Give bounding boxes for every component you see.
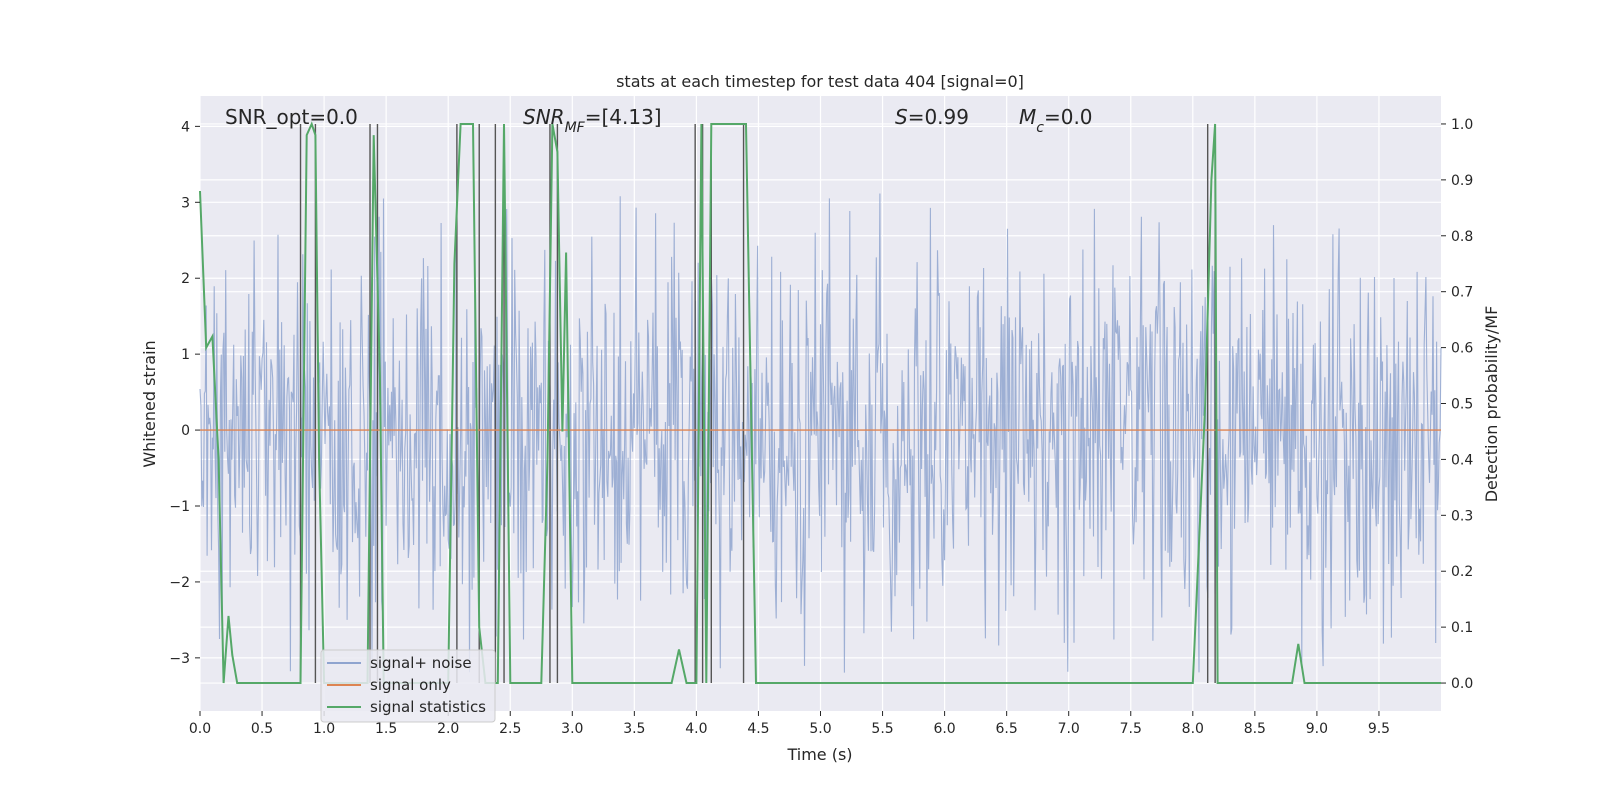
noise-line <box>199 193 1442 673</box>
y-tick-label-right: 0.1 <box>1451 620 1473 636</box>
x-tick-label: 5.0 <box>809 721 831 737</box>
statistics-series <box>199 121 1441 684</box>
y-tick-label-left: 4 <box>181 119 190 135</box>
y-tick-label-right: 0.2 <box>1451 564 1473 580</box>
x-tick-label: 8.5 <box>1244 721 1266 737</box>
x-tick-label: 9.0 <box>1306 721 1328 737</box>
x-tick-label: 2.5 <box>499 721 521 737</box>
y-tick-label-right: 0.4 <box>1451 452 1473 468</box>
y-tick-label-right: 0.7 <box>1451 285 1473 301</box>
y-tick-label-left: 0 <box>181 423 190 439</box>
noise-series <box>199 193 1442 673</box>
statistics-line <box>199 121 1441 684</box>
x-tick-label: 6.0 <box>933 721 955 737</box>
y-tick-label-right: 0.3 <box>1451 508 1473 524</box>
y-tick-label-right: 0.9 <box>1451 173 1473 189</box>
x-tick-label: 7.5 <box>1120 721 1142 737</box>
legend-box <box>320 649 496 723</box>
legend: signal+ noise signal only signal statist… <box>320 649 496 723</box>
vertical-lines <box>299 123 1216 684</box>
y-tick-label-right: 0.5 <box>1451 397 1473 413</box>
annotation-s: S=0.99 <box>895 105 969 129</box>
y-tick-label-left: 3 <box>181 195 190 211</box>
x-tick-label: 0.5 <box>251 721 273 737</box>
x-tick-label: 1.5 <box>375 721 397 737</box>
y-tick-label-right: 0.6 <box>1451 341 1473 357</box>
x-tick-label: 2.0 <box>437 721 459 737</box>
x-tick-label: 7.0 <box>1058 721 1080 737</box>
annotation-mc: Mc=0.0 <box>1019 105 1093 136</box>
y-tick-label-right: 1.0 <box>1451 117 1473 133</box>
x-tick-label: 5.5 <box>871 721 893 737</box>
y-tick-label-left: 2 <box>181 271 190 287</box>
chart-title: stats at each timestep for test data 404… <box>616 72 1024 91</box>
x-tick-label: 8.0 <box>1182 721 1204 737</box>
ticks: 0.0 0.5 1.0 1.5 2.0 2.5 3.0 3.5 4.0 4.5 5.0 5.5 6.0 6… <box>169 117 1473 737</box>
y-tick-label-right: 0.0 <box>1451 676 1473 692</box>
x-tick-label: 9.5 <box>1368 721 1390 737</box>
y-tick-label-left: 1 <box>181 347 190 363</box>
x-tick-label: 3.0 <box>561 721 583 737</box>
x-tick-label: 4.5 <box>747 721 769 737</box>
x-tick-label: 3.5 <box>623 721 645 737</box>
y-tick-label-right: 0.8 <box>1451 229 1473 245</box>
annotation-snr-mf: SNRMF=[4.13] <box>523 105 662 136</box>
legend-label-noise: signal+ noise <box>370 654 472 672</box>
y-axis-label-left: Whitened strain <box>140 340 159 467</box>
y-axis-label-right: Detection probability/MF <box>1482 306 1501 503</box>
x-tick-label: 1.0 <box>313 721 335 737</box>
x-tick-label: 6.5 <box>996 721 1018 737</box>
x-axis-label: Time (s) <box>786 745 852 764</box>
legend-label-statistics: signal statistics <box>370 698 486 716</box>
y-tick-label-left: −1 <box>169 499 190 515</box>
x-tick-label: 4.0 <box>685 721 707 737</box>
x-tick-label: 0.0 <box>189 721 211 737</box>
y-tick-label-left: −2 <box>169 575 190 591</box>
legend-label-signal: signal only <box>370 676 451 694</box>
y-tick-label-left: −3 <box>169 651 190 667</box>
annotation-snr-opt: SNR_opt=0.0 <box>225 105 358 129</box>
